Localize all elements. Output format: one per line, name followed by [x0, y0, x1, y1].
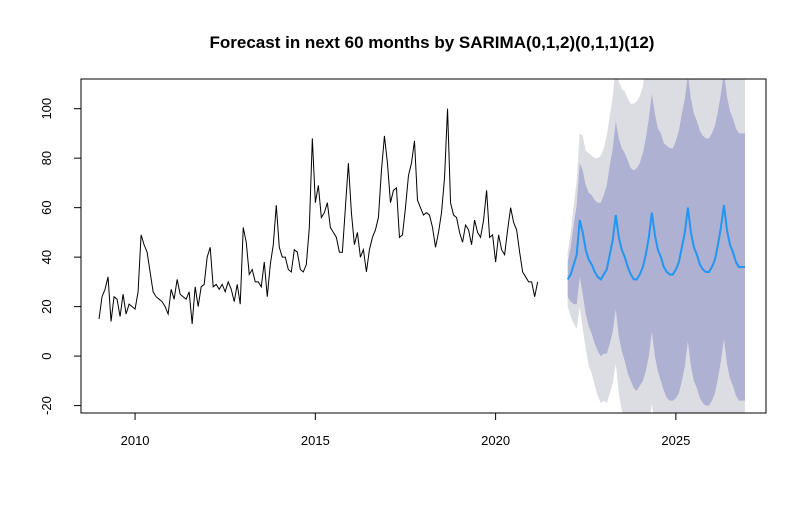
x-tick-label: 2020: [481, 433, 510, 448]
y-tick-label: -20: [39, 396, 54, 415]
y-tick-label: 40: [39, 250, 54, 264]
x-tick-label: 2015: [301, 433, 330, 448]
y-tick-label: 60: [39, 200, 54, 214]
y-tick-label: 100: [39, 98, 54, 120]
chart-title: Forecast in next 60 months by SARIMA(0,1…: [210, 33, 655, 52]
x-tick-label: 2010: [121, 433, 150, 448]
y-tick-label: 80: [39, 151, 54, 165]
y-tick-label: 0: [39, 352, 54, 359]
x-tick-label: 2025: [661, 433, 690, 448]
y-tick-label: 20: [39, 299, 54, 313]
